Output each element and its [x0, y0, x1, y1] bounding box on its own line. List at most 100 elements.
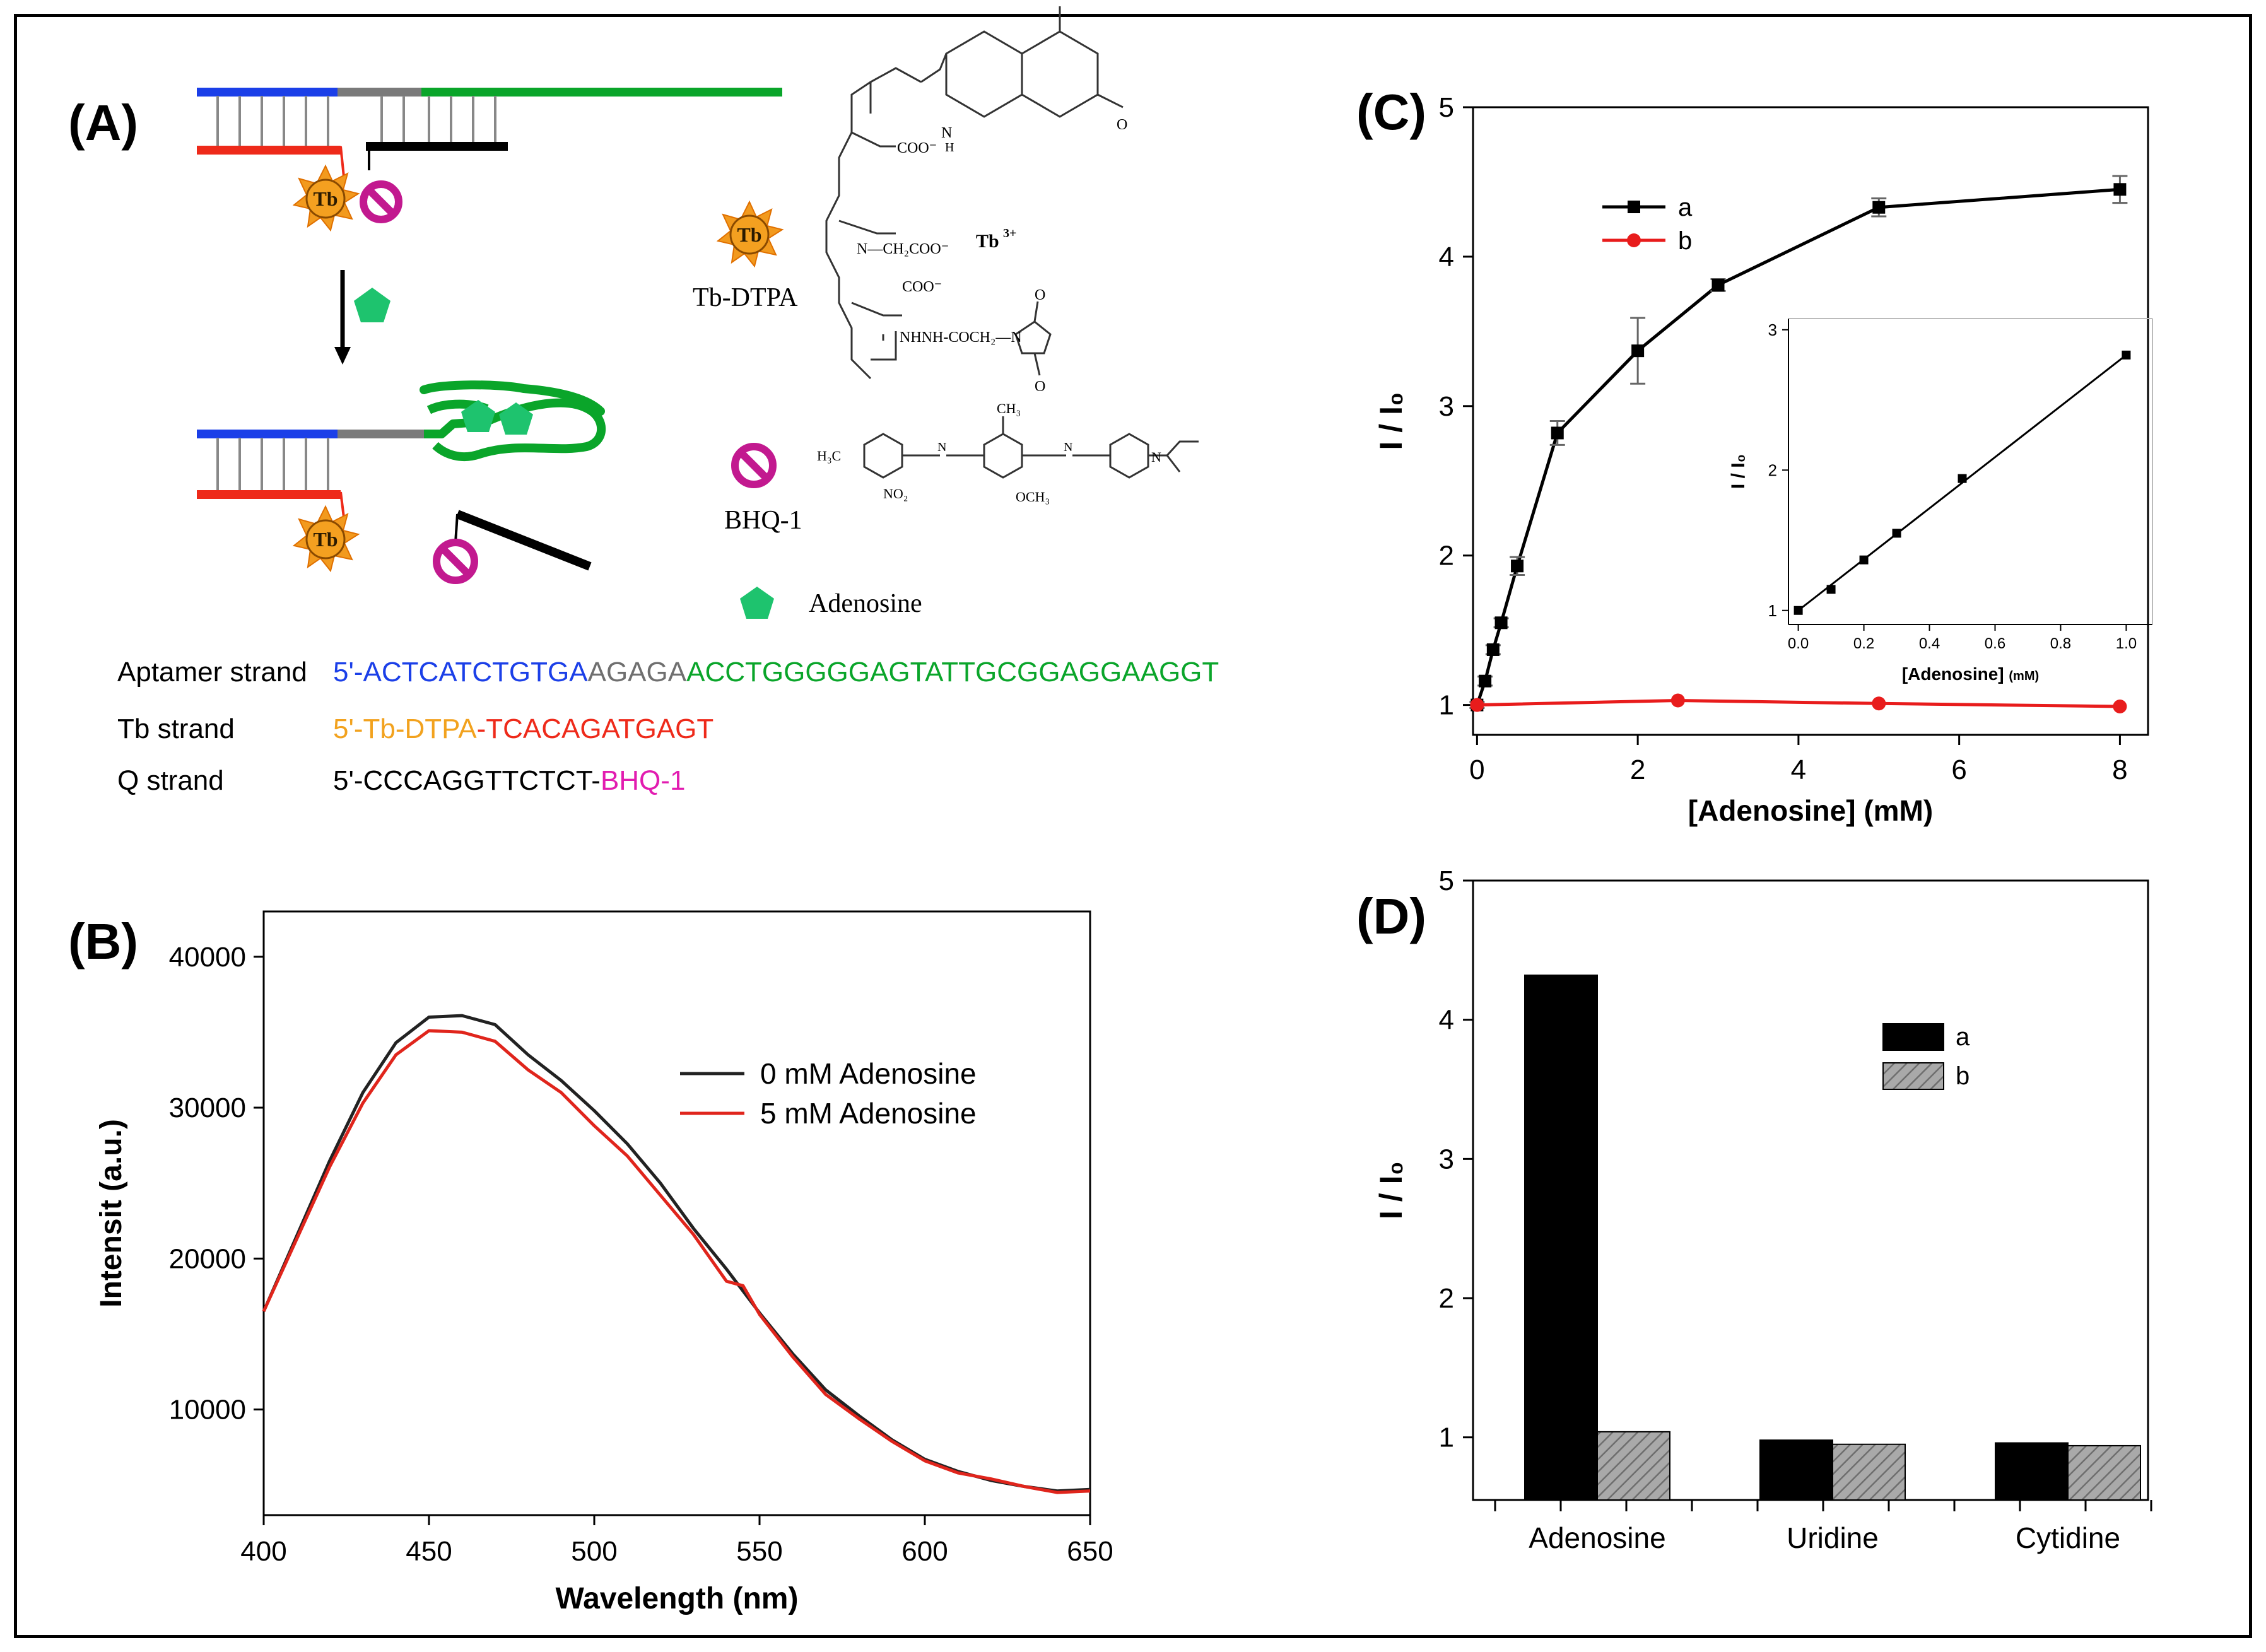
bhq-structure-text: H₃C NO₂ OCH₃ CH₃ N N N [817, 401, 1161, 505]
data-point-a [2113, 183, 2127, 196]
figure-frame [14, 14, 2252, 1638]
y-tick-label: 1 [1439, 1422, 1454, 1453]
tb-strand-label: Tb strand [117, 713, 235, 744]
panel-a-scheme: (A) Tb [68, 6, 1219, 796]
panel-a-label: (A) [68, 95, 138, 151]
tb-star-icon-2: Tb [292, 505, 360, 573]
y-axis-label: Intensit (a.u.) [95, 1119, 128, 1308]
aptamer-sequence: 5'-ACTCATCTGTGAAGAGAACCTGGGGGAGTATTGCGGA… [333, 657, 1219, 688]
released-q-strand [454, 510, 592, 571]
legend-label-b: b [1956, 1062, 1970, 1090]
tb-sequence: 5'-Tb-DTPA-TCACAGATGAGT [333, 713, 713, 744]
y-tick-label: 30000 [169, 1093, 246, 1123]
bar-a-uridine [1759, 1439, 1833, 1501]
inset-x-axis-label: [Adenosine] (mM) [1902, 664, 2039, 684]
bar-a-cytidine [1995, 1442, 2069, 1501]
bhq-structure [863, 416, 1199, 479]
x-tick-label: 450 [406, 1536, 452, 1567]
plot-frame [1472, 106, 2149, 736]
svg-text:Tb: Tb [737, 223, 761, 246]
duplex-bottom [197, 380, 606, 518]
svg-text:O: O [1035, 287, 1045, 303]
x-tick-label: 500 [571, 1536, 617, 1567]
series-line-2 [262, 1029, 1091, 1494]
legend-marker-a [1628, 201, 1640, 213]
bhq-label: BHQ-1 [724, 506, 802, 535]
bhq-legend-icon [731, 443, 777, 488]
svg-text:H₃C: H₃C [817, 448, 841, 464]
x-axis-label: [Adenosine] (mM) [1688, 794, 1933, 827]
legend-swatch-a [1882, 1023, 1944, 1051]
x-tick-label: 0 [1469, 754, 1484, 785]
y-tick-label: 5 [1439, 865, 1454, 896]
svg-text:Tb: Tb [313, 187, 338, 210]
x-tick-label: 6 [1951, 754, 1966, 785]
data-point-b [1470, 698, 1484, 712]
legend-swatch-b [1882, 1062, 1944, 1090]
x-tick-label: 650 [1067, 1536, 1113, 1567]
data-point-a [1511, 559, 1524, 573]
adenosine-legend-icon [740, 587, 774, 619]
reaction-arrow [334, 270, 351, 365]
tb-dtpa-structure [825, 6, 1124, 380]
inset-x-axis-unit: (mM) [2009, 669, 2039, 683]
sequences: Aptamer strand 5'-ACTCATCTGTGAAGAGAACCTG… [117, 657, 1219, 796]
q-sequence: 5'-CCCAGGTTCTCT-BHQ-1 [333, 765, 685, 796]
base-pair-ticks [216, 96, 496, 146]
inset-data-point [1793, 606, 1803, 615]
inset-y-tick-label: 3 [1768, 320, 1777, 339]
legend-label-a: a [1956, 1023, 1970, 1051]
y-axis-label: I / I₀ [1373, 392, 1409, 450]
bhq-quencher-icon [360, 180, 402, 223]
legend-marker-b [1627, 233, 1641, 247]
data-point-a [1711, 278, 1725, 291]
y-tick-label: 20000 [169, 1243, 246, 1274]
adenosine-legend-label: Adenosine [809, 589, 922, 618]
adenosine-pentagon-icon [354, 288, 390, 322]
panel-d-chart: (D) 1 2 3 4 5 I / I₀ Adenosine Uridine Cytidine a… [1356, 865, 2152, 1554]
bound-adenosine-2 [499, 402, 533, 435]
y-tick-label: 2 [1439, 1283, 1454, 1314]
inset-y-tick-label: 1 [1768, 601, 1777, 620]
svg-text:NO₂: NO₂ [883, 486, 908, 501]
inset-x-tick-label: 0.6 [1985, 635, 2005, 652]
inset-y-axis-label: I / I₀ [1728, 454, 1749, 489]
series-line-a [1476, 187, 2120, 706]
svg-text:COO⁻: COO⁻ [897, 140, 937, 156]
base-pair-ticks-bottom [216, 438, 329, 491]
inset-x-tick-label: 0.4 [1919, 635, 1940, 652]
bar-a-adenosine [1524, 975, 1598, 1501]
svg-text:COO⁻: COO⁻ [902, 279, 942, 295]
svg-text:N: N [1064, 440, 1072, 454]
svg-text:N—CH₂COO⁻: N—CH₂COO⁻ [857, 241, 949, 257]
inset-x-tick-label: 0.2 [1853, 635, 1874, 652]
aptamer-folded [424, 398, 606, 461]
data-point-b [1670, 693, 1685, 708]
svg-text:Tb: Tb [976, 231, 999, 252]
svg-text:CH₃: CH₃ [997, 401, 1021, 416]
x-tick-label: 4 [1791, 754, 1806, 785]
svg-text:NHNH-COCH₂—N: NHNH-COCH₂—N [900, 329, 1022, 346]
x-tick-label: 400 [240, 1536, 286, 1567]
svg-text:N: N [941, 125, 952, 141]
data-point-a [1486, 643, 1500, 656]
svg-text:N: N [937, 440, 946, 454]
y-tick-label: 1 [1439, 690, 1454, 721]
svg-text:O: O [1035, 378, 1045, 395]
series-line-b [1477, 698, 2120, 708]
y-tick-label: 3 [1439, 391, 1454, 422]
x-tick-label: 8 [2112, 754, 2127, 785]
data-point-b [2113, 699, 2127, 713]
svg-text:H: H [945, 141, 954, 155]
legend-label-b: b [1678, 227, 1692, 255]
panel-c-label: (C) [1356, 84, 1426, 140]
bound-adenosine-1 [461, 400, 495, 432]
bhq-quencher-icon-2 [433, 539, 478, 584]
tb-dtpa-structure-text: COO⁻ N—CH₂COO⁻ COO⁻ NHNH-COCH₂—N N H O O… [857, 117, 1127, 395]
data-point-a [1631, 344, 1645, 358]
inset-data-point [1826, 585, 1836, 594]
inset-data-point [1958, 474, 1967, 483]
category-label: Cytidine [2016, 1521, 2120, 1554]
plot-frame [262, 910, 1091, 1516]
panel-b-chart: (B) 400 450 500 550 600 650 10000 20000 30000 400… [68, 910, 1113, 1615]
